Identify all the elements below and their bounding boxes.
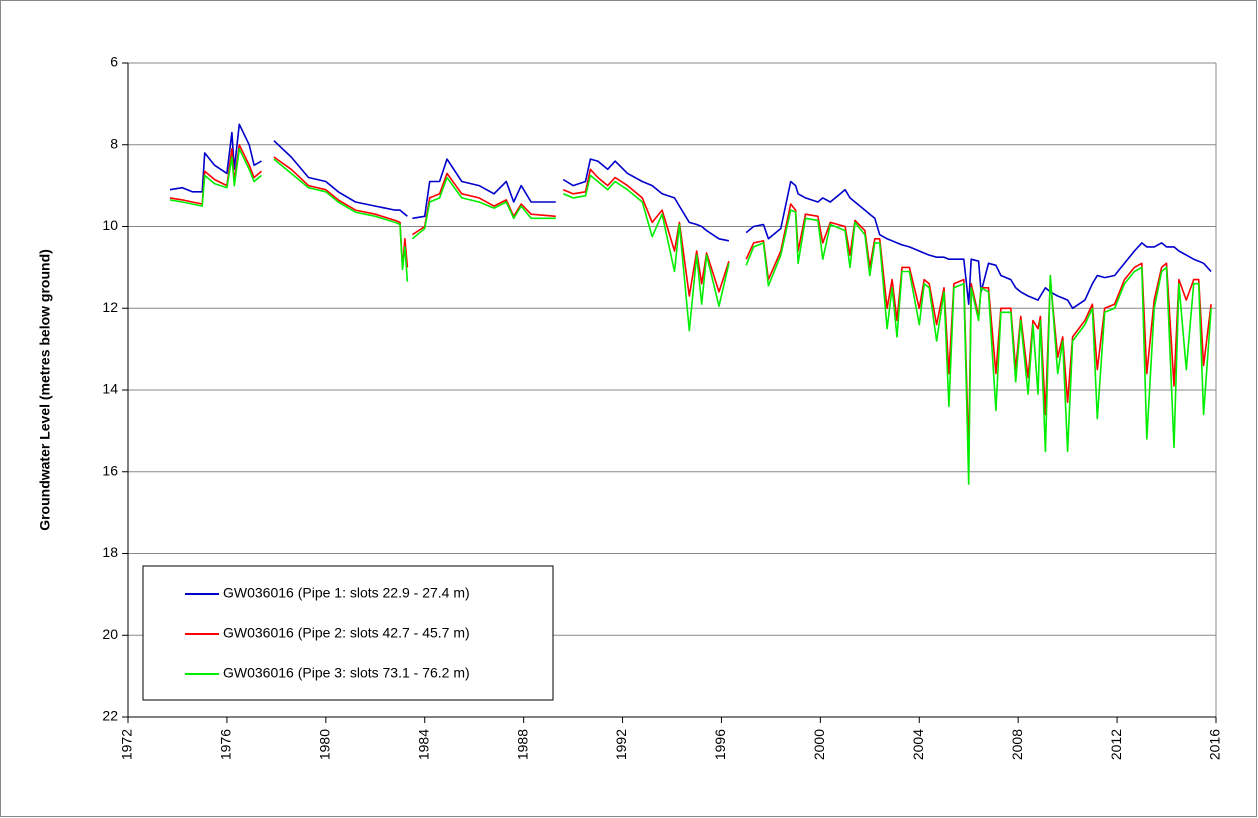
y-tick-label: 6 — [110, 54, 118, 70]
y-tick-label: 14 — [102, 381, 118, 397]
x-tick-label: 2012 — [1108, 729, 1124, 760]
y-tick-label: 8 — [110, 135, 118, 151]
x-tick-label: 1992 — [613, 729, 629, 760]
y-axis-label: Groundwater Level (metres below ground) — [37, 249, 53, 531]
series-line — [169, 148, 1212, 485]
y-tick-label: 12 — [102, 299, 118, 315]
legend-label: GW036016 (Pipe 3: slots 73.1 - 76.2 m) — [223, 665, 470, 681]
x-tick-label: 2000 — [811, 729, 827, 760]
y-tick-label: 18 — [102, 544, 118, 560]
y-tick-label: 16 — [102, 462, 118, 478]
x-tick-label: 1988 — [514, 729, 530, 760]
y-tick-label: 22 — [102, 708, 118, 724]
legend-label: GW036016 (Pipe 2: slots 42.7 - 45.7 m) — [223, 625, 470, 641]
y-tick-label: 10 — [102, 217, 118, 233]
x-tick-label: 2004 — [910, 729, 926, 760]
series-line — [169, 123, 1212, 310]
x-tick-label: 1972 — [119, 729, 135, 760]
x-tick-label: 1980 — [317, 729, 333, 760]
x-tick-label: 1996 — [712, 729, 728, 760]
x-tick-label: 1984 — [415, 729, 431, 760]
x-tick-label: 2016 — [1207, 729, 1223, 760]
x-tick-label: 1976 — [218, 729, 234, 760]
legend-label: GW036016 (Pipe 1: slots 22.9 - 27.4 m) — [223, 585, 470, 601]
y-tick-label: 20 — [102, 626, 118, 642]
x-tick-label: 2008 — [1009, 729, 1025, 760]
